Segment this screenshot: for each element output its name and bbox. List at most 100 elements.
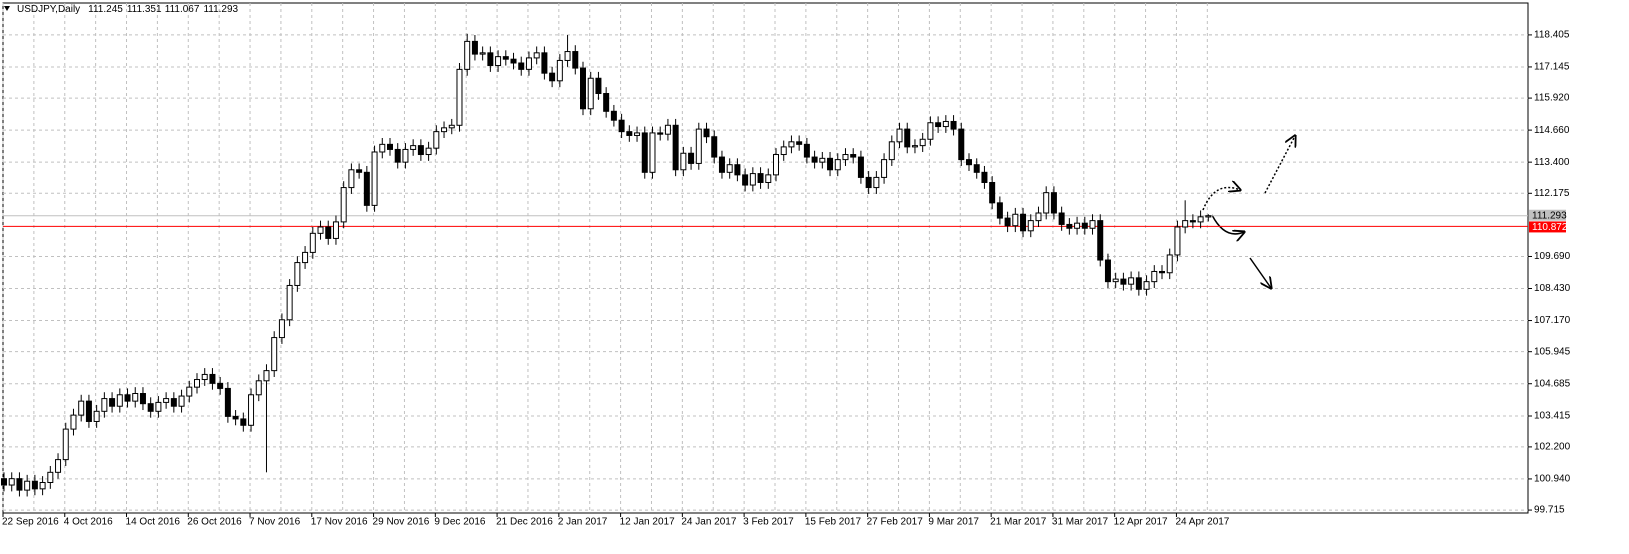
x-tick-label: 21 Mar 2017 xyxy=(990,517,1047,528)
candle-body xyxy=(896,128,903,143)
candle-body xyxy=(1027,220,1034,232)
candle-body xyxy=(533,52,540,59)
candle-body xyxy=(927,122,934,140)
candle-body xyxy=(510,58,517,64)
candle-body xyxy=(332,221,339,239)
candle-body xyxy=(1205,215,1212,218)
candle-body xyxy=(966,159,972,166)
candle-body xyxy=(495,56,502,67)
level-label: 110.872 xyxy=(1532,222,1568,233)
candle-body xyxy=(888,141,895,161)
candle-body xyxy=(116,394,123,407)
candle-body xyxy=(1050,192,1057,214)
candle-body xyxy=(842,154,849,161)
header-low: 111.067 xyxy=(165,4,200,15)
candle-body xyxy=(541,52,548,74)
candle-body xyxy=(101,398,108,412)
candle-body xyxy=(487,52,494,67)
candle-body xyxy=(16,478,23,491)
candle-body xyxy=(942,120,949,128)
candle-body xyxy=(803,143,810,158)
arrow xyxy=(1202,188,1240,211)
x-tick-label: 12 Apr 2017 xyxy=(1114,517,1168,528)
candle-body xyxy=(371,151,378,206)
header-open: 111.245 xyxy=(88,4,123,15)
candle-body xyxy=(1020,213,1027,232)
y-tick-label: 108.430 xyxy=(1534,283,1571,294)
candle-body xyxy=(1189,220,1196,223)
candle-body xyxy=(178,395,185,407)
candle-body xyxy=(765,174,772,183)
y-tick-label: 103.415 xyxy=(1534,411,1571,422)
x-tick-label: 14 Oct 2016 xyxy=(126,517,181,528)
candle-body xyxy=(904,128,911,148)
arrow xyxy=(1264,136,1295,194)
candle-body xyxy=(680,152,687,171)
candle-body xyxy=(417,145,424,156)
x-tick-label: 12 Jan 2017 xyxy=(620,517,675,528)
candle-body xyxy=(8,478,15,486)
candle-body xyxy=(587,77,594,110)
candle-body xyxy=(402,148,409,163)
candle-body xyxy=(1174,226,1181,256)
candle-body xyxy=(641,132,648,173)
candle-body xyxy=(194,379,200,388)
header-triangle xyxy=(4,6,10,11)
candle-body xyxy=(865,176,872,189)
candle-body xyxy=(348,169,355,189)
candle-body xyxy=(1089,220,1096,229)
candle-body xyxy=(309,232,316,253)
candle-body xyxy=(773,154,779,176)
candle-body xyxy=(610,110,617,121)
candle-body xyxy=(711,136,718,158)
candle-body xyxy=(47,471,54,483)
header-close: 111.293 xyxy=(203,4,238,15)
candle-body xyxy=(958,128,965,161)
x-tick-label: 31 Mar 2017 xyxy=(1052,517,1109,528)
candle-body xyxy=(1012,213,1019,227)
x-tick-label: 22 Sep 2016 xyxy=(2,517,59,528)
candle-body xyxy=(873,176,880,189)
candle-body xyxy=(1143,281,1150,290)
candle-body xyxy=(456,68,463,126)
candle-body xyxy=(572,51,579,69)
y-tick-label: 117.145 xyxy=(1534,62,1570,73)
candle-body xyxy=(549,72,556,82)
x-tick-label: 21 Dec 2016 xyxy=(496,517,553,528)
candle-body xyxy=(132,393,139,402)
y-tick-label: 113.400 xyxy=(1534,157,1570,168)
y-tick-label: 109.690 xyxy=(1534,251,1571,262)
candle-body xyxy=(271,337,278,372)
candle-body xyxy=(410,145,417,150)
x-tick-label: 15 Feb 2017 xyxy=(805,517,862,528)
candle-body xyxy=(672,124,679,171)
candle-body xyxy=(718,156,725,173)
candle-body xyxy=(703,128,710,138)
candle-body xyxy=(1197,216,1204,223)
candle-body xyxy=(989,181,996,204)
candle-body xyxy=(1151,270,1158,283)
candle-body xyxy=(55,459,62,473)
candle-body xyxy=(950,120,957,130)
level-label-box xyxy=(1529,221,1566,233)
candle-body xyxy=(1058,212,1065,225)
candle-body xyxy=(255,380,262,396)
candle-body xyxy=(749,173,756,186)
candle-body xyxy=(502,56,509,60)
candle-body xyxy=(996,202,1003,219)
x-tick-label: 17 Nov 2016 xyxy=(311,517,368,528)
candle-body xyxy=(433,131,440,149)
candle-body xyxy=(1004,217,1011,227)
candle-body xyxy=(603,93,610,112)
candle-body xyxy=(525,57,532,70)
candle-body xyxy=(448,124,455,129)
candle-body xyxy=(742,174,749,186)
candle-body xyxy=(796,141,803,145)
y-tick-label: 104.685 xyxy=(1534,378,1571,389)
candle-body xyxy=(464,40,471,70)
candle-body xyxy=(757,173,764,183)
candle-body xyxy=(170,398,177,407)
candle-body xyxy=(278,319,285,339)
